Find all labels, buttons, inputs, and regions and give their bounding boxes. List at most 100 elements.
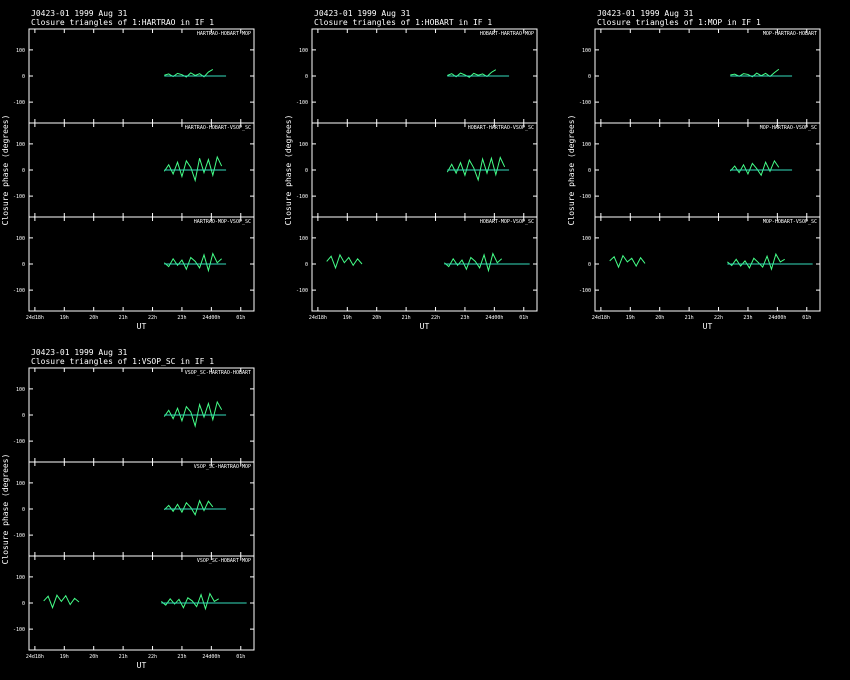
y-tick-label: 100: [299, 236, 308, 242]
y-tick-label: 0: [588, 168, 591, 174]
x-tick-label: 24d00h: [768, 315, 786, 321]
y-axis-label: Closure phase (degrees): [1, 115, 10, 226]
panel-label: VSOP_SC-HARTRAO-MOP: [194, 464, 251, 470]
y-tick-label: 100: [16, 575, 25, 581]
x-tick-label: 24d18h: [26, 315, 44, 321]
x-axis-label: UT: [420, 322, 430, 331]
y-axis-label: Closure phase (degrees): [1, 454, 10, 565]
closure-phase-line: [163, 400, 223, 428]
panel-label: HARTRAO-MOP-VSOP_SC: [194, 219, 251, 225]
panel-label: HOBART-HARTRAO-MOP: [480, 31, 534, 37]
x-tick-label: 23h: [743, 315, 752, 321]
y-tick-label: -100: [13, 100, 25, 106]
closure-phase-line: [43, 592, 219, 611]
y-tick-label: -100: [296, 100, 308, 106]
x-tick-label: 22h: [148, 654, 157, 660]
y-tick-label: 100: [16, 142, 25, 148]
y-tick-label: 0: [305, 74, 308, 80]
closure-phase-line: [446, 155, 506, 182]
x-tick-label: 01h: [519, 315, 528, 321]
panel-label: VSOP_SC-HOBART-MOP: [197, 558, 251, 564]
panel-label: MOP-HOBART-VSOP_SC: [763, 219, 817, 225]
closure-phase-line: [609, 252, 785, 271]
chart-title: J0423-01 1999 Aug 31: [31, 348, 128, 357]
x-tick-label: 01h: [236, 654, 245, 660]
x-tick-label: 23h: [177, 654, 186, 660]
x-tick-label: 21h: [119, 654, 128, 660]
y-tick-label: 0: [305, 262, 308, 268]
x-tick-label: 24d00h: [202, 654, 220, 660]
x-tick-label: 21h: [402, 315, 411, 321]
x-tick-label: 01h: [236, 315, 245, 321]
y-tick-label: 0: [22, 413, 25, 419]
panel-label: VSOP_SC-HARTRAO-HOBART: [185, 370, 251, 376]
y-tick-label: 0: [588, 262, 591, 268]
x-tick-label: 19h: [60, 315, 69, 321]
closure-phase-line: [326, 252, 503, 273]
x-tick-label: 19h: [60, 654, 69, 660]
x-tick-label: 24d00h: [202, 315, 220, 321]
y-tick-label: -100: [579, 194, 591, 200]
y-tick-label: 0: [305, 168, 308, 174]
x-tick-label: 24d18h: [309, 315, 327, 321]
panel-label: HARTRAO-HOBART-VSOP_SC: [185, 125, 251, 131]
closure-phase-line: [163, 155, 223, 183]
x-axis-label: UT: [703, 322, 713, 331]
y-tick-label: -100: [579, 100, 591, 106]
chart-subtitle: Closure triangles of 1:VSOP_SC in IF 1: [31, 357, 214, 366]
x-tick-label: 20h: [372, 315, 381, 321]
y-tick-label: 100: [582, 142, 591, 148]
y-tick-label: -100: [13, 288, 25, 294]
y-tick-label: -100: [13, 439, 25, 445]
y-tick-label: -100: [13, 533, 25, 539]
x-axis-label: UT: [137, 322, 147, 331]
y-tick-label: 100: [582, 48, 591, 54]
y-tick-label: 100: [16, 387, 25, 393]
y-tick-label: 100: [582, 236, 591, 242]
y-tick-label: 100: [16, 48, 25, 54]
panel-label: HOBART-MOP-VSOP_SC: [480, 219, 534, 225]
y-tick-label: 100: [299, 48, 308, 54]
chart-title: J0423-01 1999 Aug 31: [314, 9, 411, 18]
y-axis-label: Closure phase (degrees): [284, 115, 293, 226]
chart-subtitle: Closure triangles of 1:MOP in IF 1: [597, 18, 761, 27]
x-tick-label: 21h: [119, 315, 128, 321]
x-tick-label: 23h: [460, 315, 469, 321]
y-tick-label: 100: [299, 142, 308, 148]
y-tick-label: 0: [22, 168, 25, 174]
closure-phase-line: [729, 159, 780, 177]
x-tick-label: 20h: [89, 654, 98, 660]
y-tick-label: 0: [22, 262, 25, 268]
chart-title: J0423-01 1999 Aug 31: [597, 9, 694, 18]
y-tick-label: -100: [296, 288, 308, 294]
x-tick-label: 21h: [685, 315, 694, 321]
x-tick-label: 20h: [655, 315, 664, 321]
chart-subtitle: Closure triangles of 1:HARTRAO in IF 1: [31, 18, 214, 27]
y-axis-label: Closure phase (degrees): [567, 115, 576, 226]
x-tick-label: 24d00h: [485, 315, 503, 321]
panel-label: MOP-HARTRAO-HOBART: [763, 31, 817, 37]
x-tick-label: 19h: [626, 315, 635, 321]
x-tick-label: 22h: [714, 315, 723, 321]
x-tick-label: 22h: [148, 315, 157, 321]
panel-label: MOP-HARTRAO-VSOP_SC: [760, 125, 817, 131]
panel-label: HARTRAO-HOBART-MOP: [197, 31, 251, 37]
x-tick-label: 24d18h: [26, 654, 44, 660]
y-tick-label: -100: [296, 194, 308, 200]
closure-phase-line: [163, 252, 222, 273]
y-tick-label: 0: [22, 601, 25, 607]
chart-title: J0423-01 1999 Aug 31: [31, 9, 128, 18]
x-tick-label: 19h: [343, 315, 352, 321]
chart-subtitle: Closure triangles of 1:HOBART in IF 1: [314, 18, 492, 27]
x-tick-label: 23h: [177, 315, 186, 321]
y-tick-label: 0: [22, 74, 25, 80]
x-tick-label: 01h: [802, 315, 811, 321]
y-tick-label: 100: [16, 236, 25, 242]
y-tick-label: 0: [22, 507, 25, 513]
x-tick-label: 24d18h: [592, 315, 610, 321]
